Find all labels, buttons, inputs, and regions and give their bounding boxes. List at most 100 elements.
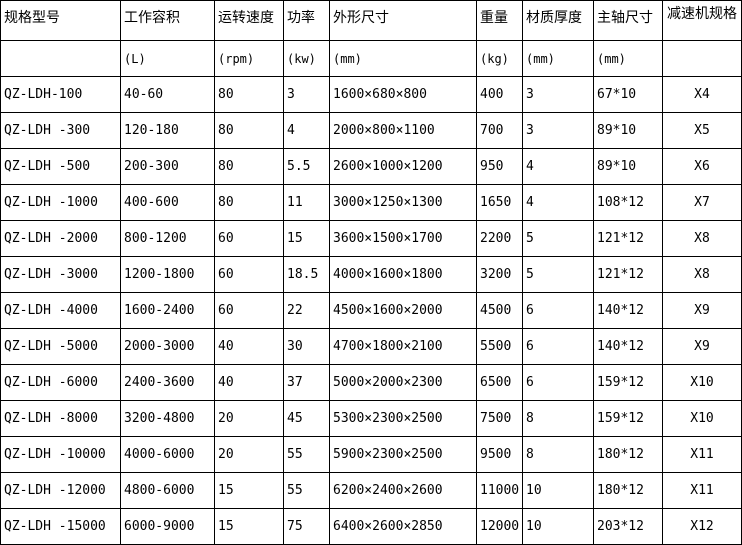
data-row: QZ-LDH -2000 800-1200 60 15 3600×1500×1700 22…	[0, 220, 742, 257]
data-cell: 3	[522, 112, 594, 149]
data-cell: 180*12	[593, 436, 663, 473]
data-cell: 108*12	[593, 184, 663, 221]
data-cell: QZ-LDH -2000	[0, 220, 121, 257]
data-cell: X8	[662, 220, 742, 257]
data-cell: X7	[662, 184, 742, 221]
data-cell: 10	[522, 508, 594, 545]
data-cell: 3200	[476, 256, 523, 293]
unit-cell: (L)	[120, 40, 215, 77]
data-cell: 4000-6000	[120, 436, 215, 473]
data-cell: X9	[662, 292, 742, 329]
data-cell: 8	[522, 400, 594, 437]
data-cell: 9500	[476, 436, 523, 473]
data-cell: 2200	[476, 220, 523, 257]
data-cell: 4500	[476, 292, 523, 329]
data-cell: 30	[283, 328, 330, 365]
data-cell: 4000×1600×1800	[329, 256, 477, 293]
data-cell: X10	[662, 400, 742, 437]
data-cell: X11	[662, 472, 742, 509]
header-row: 规格型号 工作容积 运转速度 功率 外形尺寸 重量 材质厚度 主轴尺寸 减速机规格	[0, 0, 742, 41]
data-cell: X8	[662, 256, 742, 293]
data-cell: 180*12	[593, 472, 663, 509]
data-cell: 55	[283, 436, 330, 473]
data-cell: 45	[283, 400, 330, 437]
data-cell: 15	[214, 472, 284, 509]
data-cell: 80	[214, 112, 284, 149]
data-cell: 6	[522, 364, 594, 401]
data-cell: 2000×800×1100	[329, 112, 477, 149]
data-cell: X4	[662, 76, 742, 113]
data-cell: 2000-3000	[120, 328, 215, 365]
data-cell: 60	[214, 220, 284, 257]
data-cell: 4500×1600×2000	[329, 292, 477, 329]
data-cell: 60	[214, 292, 284, 329]
header-cell: 外形尺寸	[329, 0, 477, 41]
data-row: QZ-LDH -15000 6000-9000 15 75 6400×2600×2850…	[0, 508, 742, 545]
data-cell: 4	[522, 148, 594, 185]
data-cell: X6	[662, 148, 742, 185]
data-cell: 120-180	[120, 112, 215, 149]
data-cell: 140*12	[593, 328, 663, 365]
data-cell: 140*12	[593, 292, 663, 329]
data-cell: QZ-LDH-100	[0, 76, 121, 113]
data-cell: 22	[283, 292, 330, 329]
data-cell: 1600-2400	[120, 292, 215, 329]
data-cell: X5	[662, 112, 742, 149]
data-cell: QZ-LDH -5000	[0, 328, 121, 365]
data-cell: 1200-1800	[120, 256, 215, 293]
unit-cell: (kg)	[476, 40, 523, 77]
data-cell: 3600×1500×1700	[329, 220, 477, 257]
data-cell: QZ-LDH -300	[0, 112, 121, 149]
data-cell: 6	[522, 328, 594, 365]
data-cell: 12000	[476, 508, 523, 545]
header-cell: 主轴尺寸	[593, 0, 663, 41]
data-cell: 121*12	[593, 256, 663, 293]
unit-cell: (mm)	[593, 40, 663, 77]
data-cell: 6000-9000	[120, 508, 215, 545]
data-cell: QZ-LDH -500	[0, 148, 121, 185]
data-row: QZ-LDH -6000 2400-3600 40 37 5000×2000×2300 6…	[0, 364, 742, 401]
data-cell: 4	[522, 184, 594, 221]
data-cell: 3000×1250×1300	[329, 184, 477, 221]
data-cell: 1650	[476, 184, 523, 221]
header-cell: 重量	[476, 0, 523, 41]
data-cell: 6500	[476, 364, 523, 401]
unit-cell: (mm)	[329, 40, 477, 77]
data-cell: QZ-LDH -6000	[0, 364, 121, 401]
data-cell: 5300×2300×2500	[329, 400, 477, 437]
data-cell: 6400×2600×2850	[329, 508, 477, 545]
unit-cell: (kw)	[283, 40, 330, 77]
data-cell: 15	[214, 508, 284, 545]
data-cell: 6	[522, 292, 594, 329]
data-cell: 3	[522, 76, 594, 113]
data-cell: 6200×2400×2600	[329, 472, 477, 509]
data-cell: 203*12	[593, 508, 663, 545]
data-row: QZ-LDH -3000 1200-1800 60 18.5 4000×1600×180…	[0, 256, 742, 293]
data-row: QZ-LDH -4000 1600-2400 60 22 4500×1600×2000 4…	[0, 292, 742, 329]
data-cell: 89*10	[593, 148, 663, 185]
data-cell: 60	[214, 256, 284, 293]
data-cell: 80	[214, 76, 284, 113]
unit-cell	[662, 40, 742, 77]
data-cell: 400-600	[120, 184, 215, 221]
data-cell: 950	[476, 148, 523, 185]
data-row: QZ-LDH -10000 4000-6000 20 55 5900×2300×2500…	[0, 436, 742, 473]
data-row: QZ-LDH -500 200-300 80 5.5 2600×1000×1200 950…	[0, 148, 742, 185]
header-cell: 材质厚度	[522, 0, 594, 41]
data-cell: 75	[283, 508, 330, 545]
data-cell: 159*12	[593, 364, 663, 401]
data-cell: 2600×1000×1200	[329, 148, 477, 185]
data-cell: 2400-3600	[120, 364, 215, 401]
data-cell: 5	[522, 256, 594, 293]
data-cell: 18.5	[283, 256, 330, 293]
data-cell: 40	[214, 364, 284, 401]
data-cell: QZ-LDH -12000	[0, 472, 121, 509]
data-row: QZ-LDH -8000 3200-4800 20 45 5300×2300×2500 7…	[0, 400, 742, 437]
data-cell: 11000	[476, 472, 523, 509]
data-cell: 1600×680×800	[329, 76, 477, 113]
data-cell: 10	[522, 472, 594, 509]
data-cell: 3	[283, 76, 330, 113]
unit-cell: (mm)	[522, 40, 594, 77]
